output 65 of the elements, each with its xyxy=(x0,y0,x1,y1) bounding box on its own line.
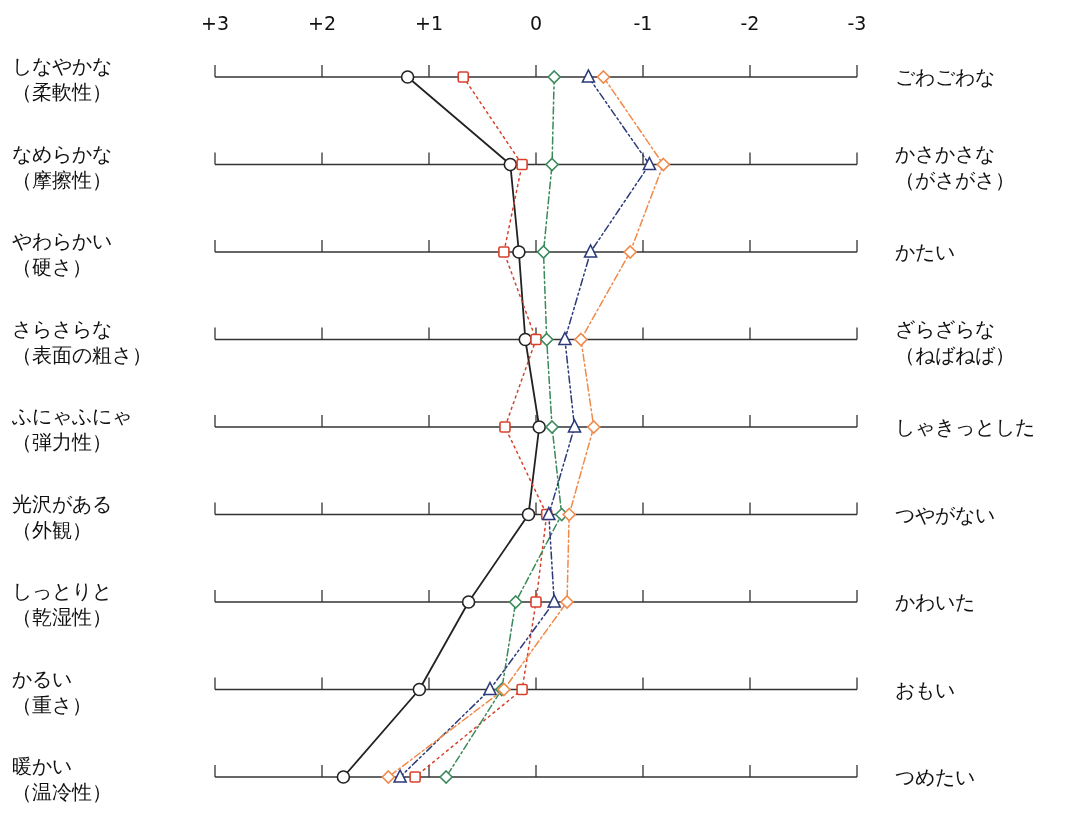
point xyxy=(412,682,427,697)
x-tick-label: -2 xyxy=(740,12,760,34)
point xyxy=(536,245,551,259)
point xyxy=(400,70,415,84)
x-tick-label: -1 xyxy=(633,12,653,34)
y2-tick-label: かさかさな（がさがさ） xyxy=(895,141,1015,192)
y2-tick-label: かわいた xyxy=(895,590,975,614)
y-tick-label: やわらかい（硬さ） xyxy=(12,229,112,279)
y-tick-label: さらさらな（表面の粗さ） xyxy=(12,316,152,367)
y-tick-label: 光沢がある（外観） xyxy=(12,491,112,542)
y2-tick-label: おもい xyxy=(895,677,955,702)
y2-tick-label: しゃきっとした xyxy=(895,415,1035,439)
point xyxy=(336,770,351,784)
point xyxy=(596,70,611,84)
point xyxy=(530,333,542,346)
point xyxy=(656,157,671,172)
point xyxy=(381,770,396,784)
y-tick-label: かるい（重さ） xyxy=(12,666,92,717)
x-tick-label: +2 xyxy=(307,12,337,34)
point xyxy=(483,681,497,696)
point xyxy=(547,70,561,84)
point xyxy=(393,769,407,783)
point xyxy=(574,332,588,347)
x-tick-label: +1 xyxy=(414,12,444,34)
point xyxy=(547,594,561,608)
y2-tick-label: ざらざらな（ねばねば） xyxy=(895,316,1015,367)
point xyxy=(642,156,657,171)
point xyxy=(503,157,518,172)
point xyxy=(516,158,528,171)
y-tick-label: ふにゃふにゃ（弾力性） xyxy=(11,404,132,454)
y2-tick-label: つやがない xyxy=(895,502,995,527)
y-tick-label: しなやかな（柔軟性） xyxy=(12,54,112,104)
point xyxy=(457,71,470,83)
point xyxy=(439,770,453,784)
x-tick-label: 0 xyxy=(529,12,543,34)
point xyxy=(623,245,637,259)
point xyxy=(560,595,574,609)
x-tick-label: -3 xyxy=(847,12,867,34)
point xyxy=(499,421,511,433)
y2-tick-label: ごわごわな xyxy=(895,65,995,89)
point xyxy=(508,595,523,609)
point xyxy=(545,157,559,172)
point xyxy=(516,683,528,696)
y-tick-label: しっとりと（乾湿性） xyxy=(12,579,112,629)
point xyxy=(461,595,476,609)
point xyxy=(512,245,526,259)
y2-tick-label: かたい xyxy=(895,240,955,264)
point xyxy=(567,419,582,433)
point xyxy=(530,596,542,608)
x-tick-label: +3 xyxy=(200,12,230,34)
y-tick-label: なめらかな（摩擦性） xyxy=(12,141,112,192)
point xyxy=(558,331,572,346)
point xyxy=(583,244,598,258)
point xyxy=(539,332,554,347)
point xyxy=(581,69,596,83)
point xyxy=(409,771,421,783)
point xyxy=(562,507,576,522)
point xyxy=(498,246,510,258)
point xyxy=(532,420,547,434)
y2-tick-label: つめたい xyxy=(895,765,975,789)
y-tick-label: 暖かい（温冷性） xyxy=(12,754,112,804)
point xyxy=(586,420,601,434)
point xyxy=(518,332,533,347)
point xyxy=(521,507,536,522)
point xyxy=(545,420,559,434)
